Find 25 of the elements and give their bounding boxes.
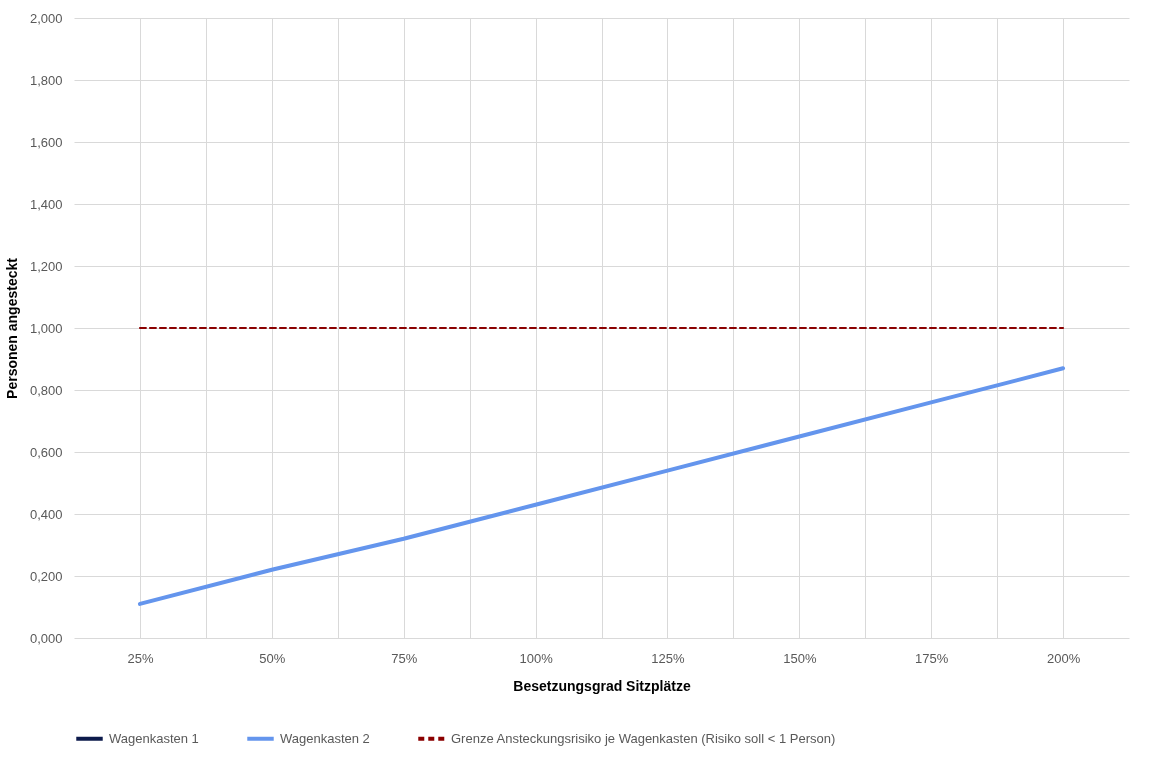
y-tick-label: 1,000 bbox=[29, 320, 63, 336]
x-axis-title: Besetzungsgrad Sitzplätze bbox=[513, 677, 691, 694]
x-tick-label: 25% bbox=[127, 650, 154, 666]
y-tick-label: 2,000 bbox=[29, 10, 63, 26]
x-tick-label: 50% bbox=[259, 650, 286, 666]
legend-label: Grenze Ansteckungsrisiko je Wagenkasten (Risiko soll < 1 Person) bbox=[451, 730, 836, 746]
x-tick-label: 200% bbox=[1046, 650, 1081, 666]
x-tick-label: 75% bbox=[391, 650, 418, 666]
x-tick-label: 125% bbox=[651, 650, 685, 666]
y-tick-label: 0,400 bbox=[29, 506, 63, 522]
y-tick-label: 1,600 bbox=[29, 134, 63, 150]
y-axis-title: Personen angesteckt bbox=[3, 257, 20, 399]
y-tick-label: 0,600 bbox=[29, 444, 63, 460]
x-tick-label: 100% bbox=[519, 650, 554, 666]
y-tick-label: 0,000 bbox=[29, 630, 63, 646]
x-tick-label: 175% bbox=[915, 650, 949, 666]
x-tick-label: 150% bbox=[783, 650, 817, 666]
y-tick-label: 1,200 bbox=[29, 258, 63, 274]
y-tick-label: 0,800 bbox=[29, 382, 63, 398]
y-tick-label: 0,200 bbox=[29, 568, 63, 584]
legend-label: Wagenkasten 1 bbox=[109, 730, 199, 746]
line-series bbox=[137, 366, 1066, 606]
y-tick-label: 1,800 bbox=[29, 72, 63, 88]
legend-label: Wagenkasten 2 bbox=[280, 730, 370, 746]
y-tick-label: 1,400 bbox=[29, 196, 63, 212]
